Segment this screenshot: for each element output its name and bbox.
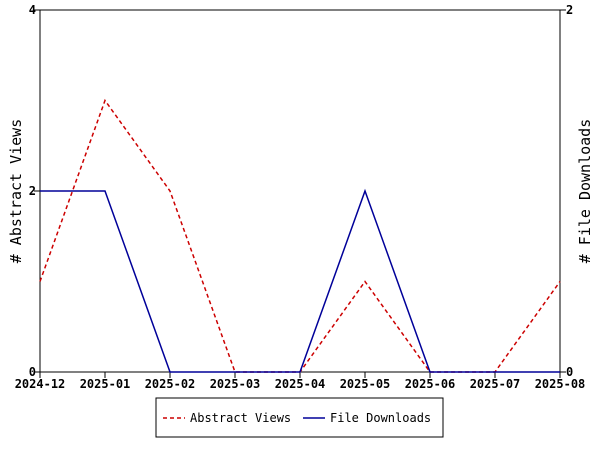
x-tick-label: 2025-08: [535, 377, 586, 391]
x-tick-label: 2025-06: [405, 377, 456, 391]
y-tick-label-left: 0: [29, 365, 36, 379]
x-tick-label: 2024-12: [15, 377, 66, 391]
y-axis-right: 02: [560, 3, 573, 379]
x-axis: 2024-12 2025-01 2025-02 2025-03 2025-04 2025-…: [15, 372, 586, 391]
y-axis-left: 0 2 4: [29, 3, 40, 379]
x-tick-label: 2025-02: [145, 377, 196, 391]
series-line-file-downloads: [40, 188, 560, 373]
y-tick-label-right: 2: [566, 3, 573, 17]
y-tick-label-left: 2: [29, 184, 36, 198]
legend: Abstract Views File Downloads: [155, 397, 444, 438]
y-axis-title-left: # Abstract Views: [7, 119, 25, 264]
y-axis-title-right: # File Downloads: [576, 119, 594, 264]
y-tick-label-right: 0: [566, 365, 573, 379]
legend-label-abstract-views: Abstract Views: [190, 411, 291, 425]
x-tick-label: 2025-07: [470, 377, 521, 391]
plot-frame: [39, 9, 561, 373]
series-lines: [39, 98, 561, 373]
x-tick-label: 2025-04: [275, 377, 326, 391]
x-tick-label: 2025-05: [340, 377, 391, 391]
y-tick-label-left: 4: [29, 3, 36, 17]
legend-box: [155, 397, 444, 438]
x-tick-label: 2025-01: [80, 377, 131, 391]
x-tick-label: 2025-03: [210, 377, 261, 391]
legend-label-file-downloads: File Downloads: [330, 411, 431, 425]
